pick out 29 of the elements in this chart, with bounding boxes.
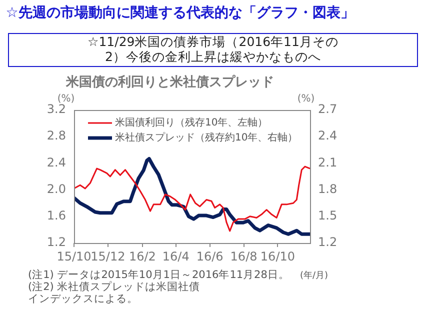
y2-tick-label: 2.4 [318,128,338,143]
x-tick-label: 16/4 [162,249,190,264]
y2-tick-label: 2.1 [318,155,338,170]
x-tick-label: 15/12 [90,249,126,264]
chart-subtitle: ☆11/29米国の債券市場（2016年11月その2）今後の金利上昇は緩やかなものへ [86,34,340,64]
y-tick-label: 1.6 [46,208,66,223]
text: (年/月) [300,270,328,282]
y2-axis-title: (%) [297,94,315,105]
y2-tick-label: 1.5 [318,208,338,223]
y-tick-label: 1.2 [46,235,66,250]
y-axis-title: (%) [57,94,75,105]
y2-tick-label: 1.8 [318,182,338,196]
y-tick-label: 2.0 [46,182,66,196]
x-tick-label: 16/10 [260,249,296,264]
legend-label: 米国債利回り（残存10年、左軸） [115,116,268,129]
text: (注1) データは2015年10月1日～2016年11月28日。 [28,269,290,281]
x-tick-label: 15/10 [56,249,92,264]
chart-title: 米国債の利回りと米社債スプレッド [64,74,275,91]
text: ☆先週の市場動向に関連する代表的な「グラフ・図表」 [4,4,356,22]
text: (注2) 米社債スプレッドは米国社債インデックスによる。 [28,281,202,305]
y-tick-label: 3.2 [46,102,66,116]
y2-tick-label: 1.2 [318,235,338,250]
y-tick-label: 2.4 [46,155,66,170]
y-tick-label: 2.8 [46,128,66,143]
legend-label: 米社債スプレッド（残存約10年、右軸） [115,132,298,144]
x-tick-label: 16/6 [196,249,224,264]
x-tick-label: 16/2 [128,249,156,264]
x-tick-label: 16/8 [230,249,258,264]
y2-tick-label: 2.7 [318,102,338,116]
